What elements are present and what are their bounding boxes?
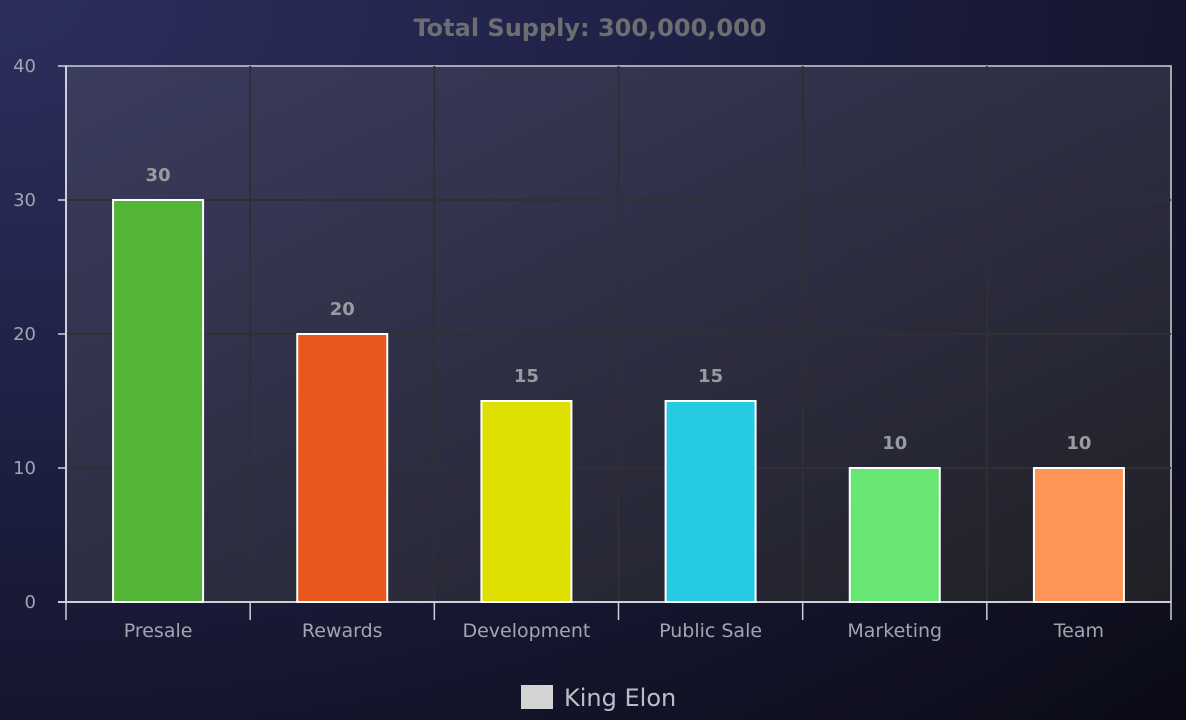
- x-tick-label: Marketing: [847, 620, 942, 642]
- y-tick-label: 30: [13, 190, 36, 211]
- y-axis: 0 10 20 30 40: [13, 56, 67, 613]
- data-label: 10: [1066, 433, 1091, 454]
- bar-team[interactable]: [1032, 467, 1125, 603]
- grid-lines: [66, 66, 1171, 602]
- data-label: 15: [514, 366, 539, 387]
- x-tick-label: Development: [462, 620, 590, 642]
- bar-marketing[interactable]: [848, 467, 941, 603]
- legend-swatch[interactable]: [521, 685, 553, 709]
- x-tick-label: Team: [1053, 620, 1104, 642]
- y-tick-label: 10: [13, 458, 36, 479]
- data-labels: 30 20 15 15 10 10: [146, 165, 1092, 454]
- legend[interactable]: King Elon: [521, 684, 676, 712]
- chart-title: Total Supply: 300,000,000: [413, 14, 766, 42]
- bar-presale[interactable]: [112, 199, 205, 603]
- x-tick-label: Presale: [124, 620, 193, 642]
- x-axis: Presale Rewards Development Public Sale Mark…: [58, 601, 1172, 642]
- bar-rewards[interactable]: [296, 333, 389, 603]
- legend-label[interactable]: King Elon: [564, 684, 676, 712]
- y-tick-label: 40: [13, 56, 36, 77]
- y-tick-label: 0: [25, 592, 36, 613]
- x-tick-label: Rewards: [302, 620, 383, 642]
- y-tick-label: 20: [13, 324, 36, 345]
- bars: [112, 199, 1125, 603]
- bar-development[interactable]: [480, 400, 573, 603]
- data-label: 10: [882, 433, 907, 454]
- x-tick-label: Public Sale: [659, 620, 762, 642]
- data-label: 30: [146, 165, 171, 186]
- data-label: 20: [330, 299, 355, 320]
- data-label: 15: [698, 366, 723, 387]
- bar-public-sale[interactable]: [664, 400, 757, 603]
